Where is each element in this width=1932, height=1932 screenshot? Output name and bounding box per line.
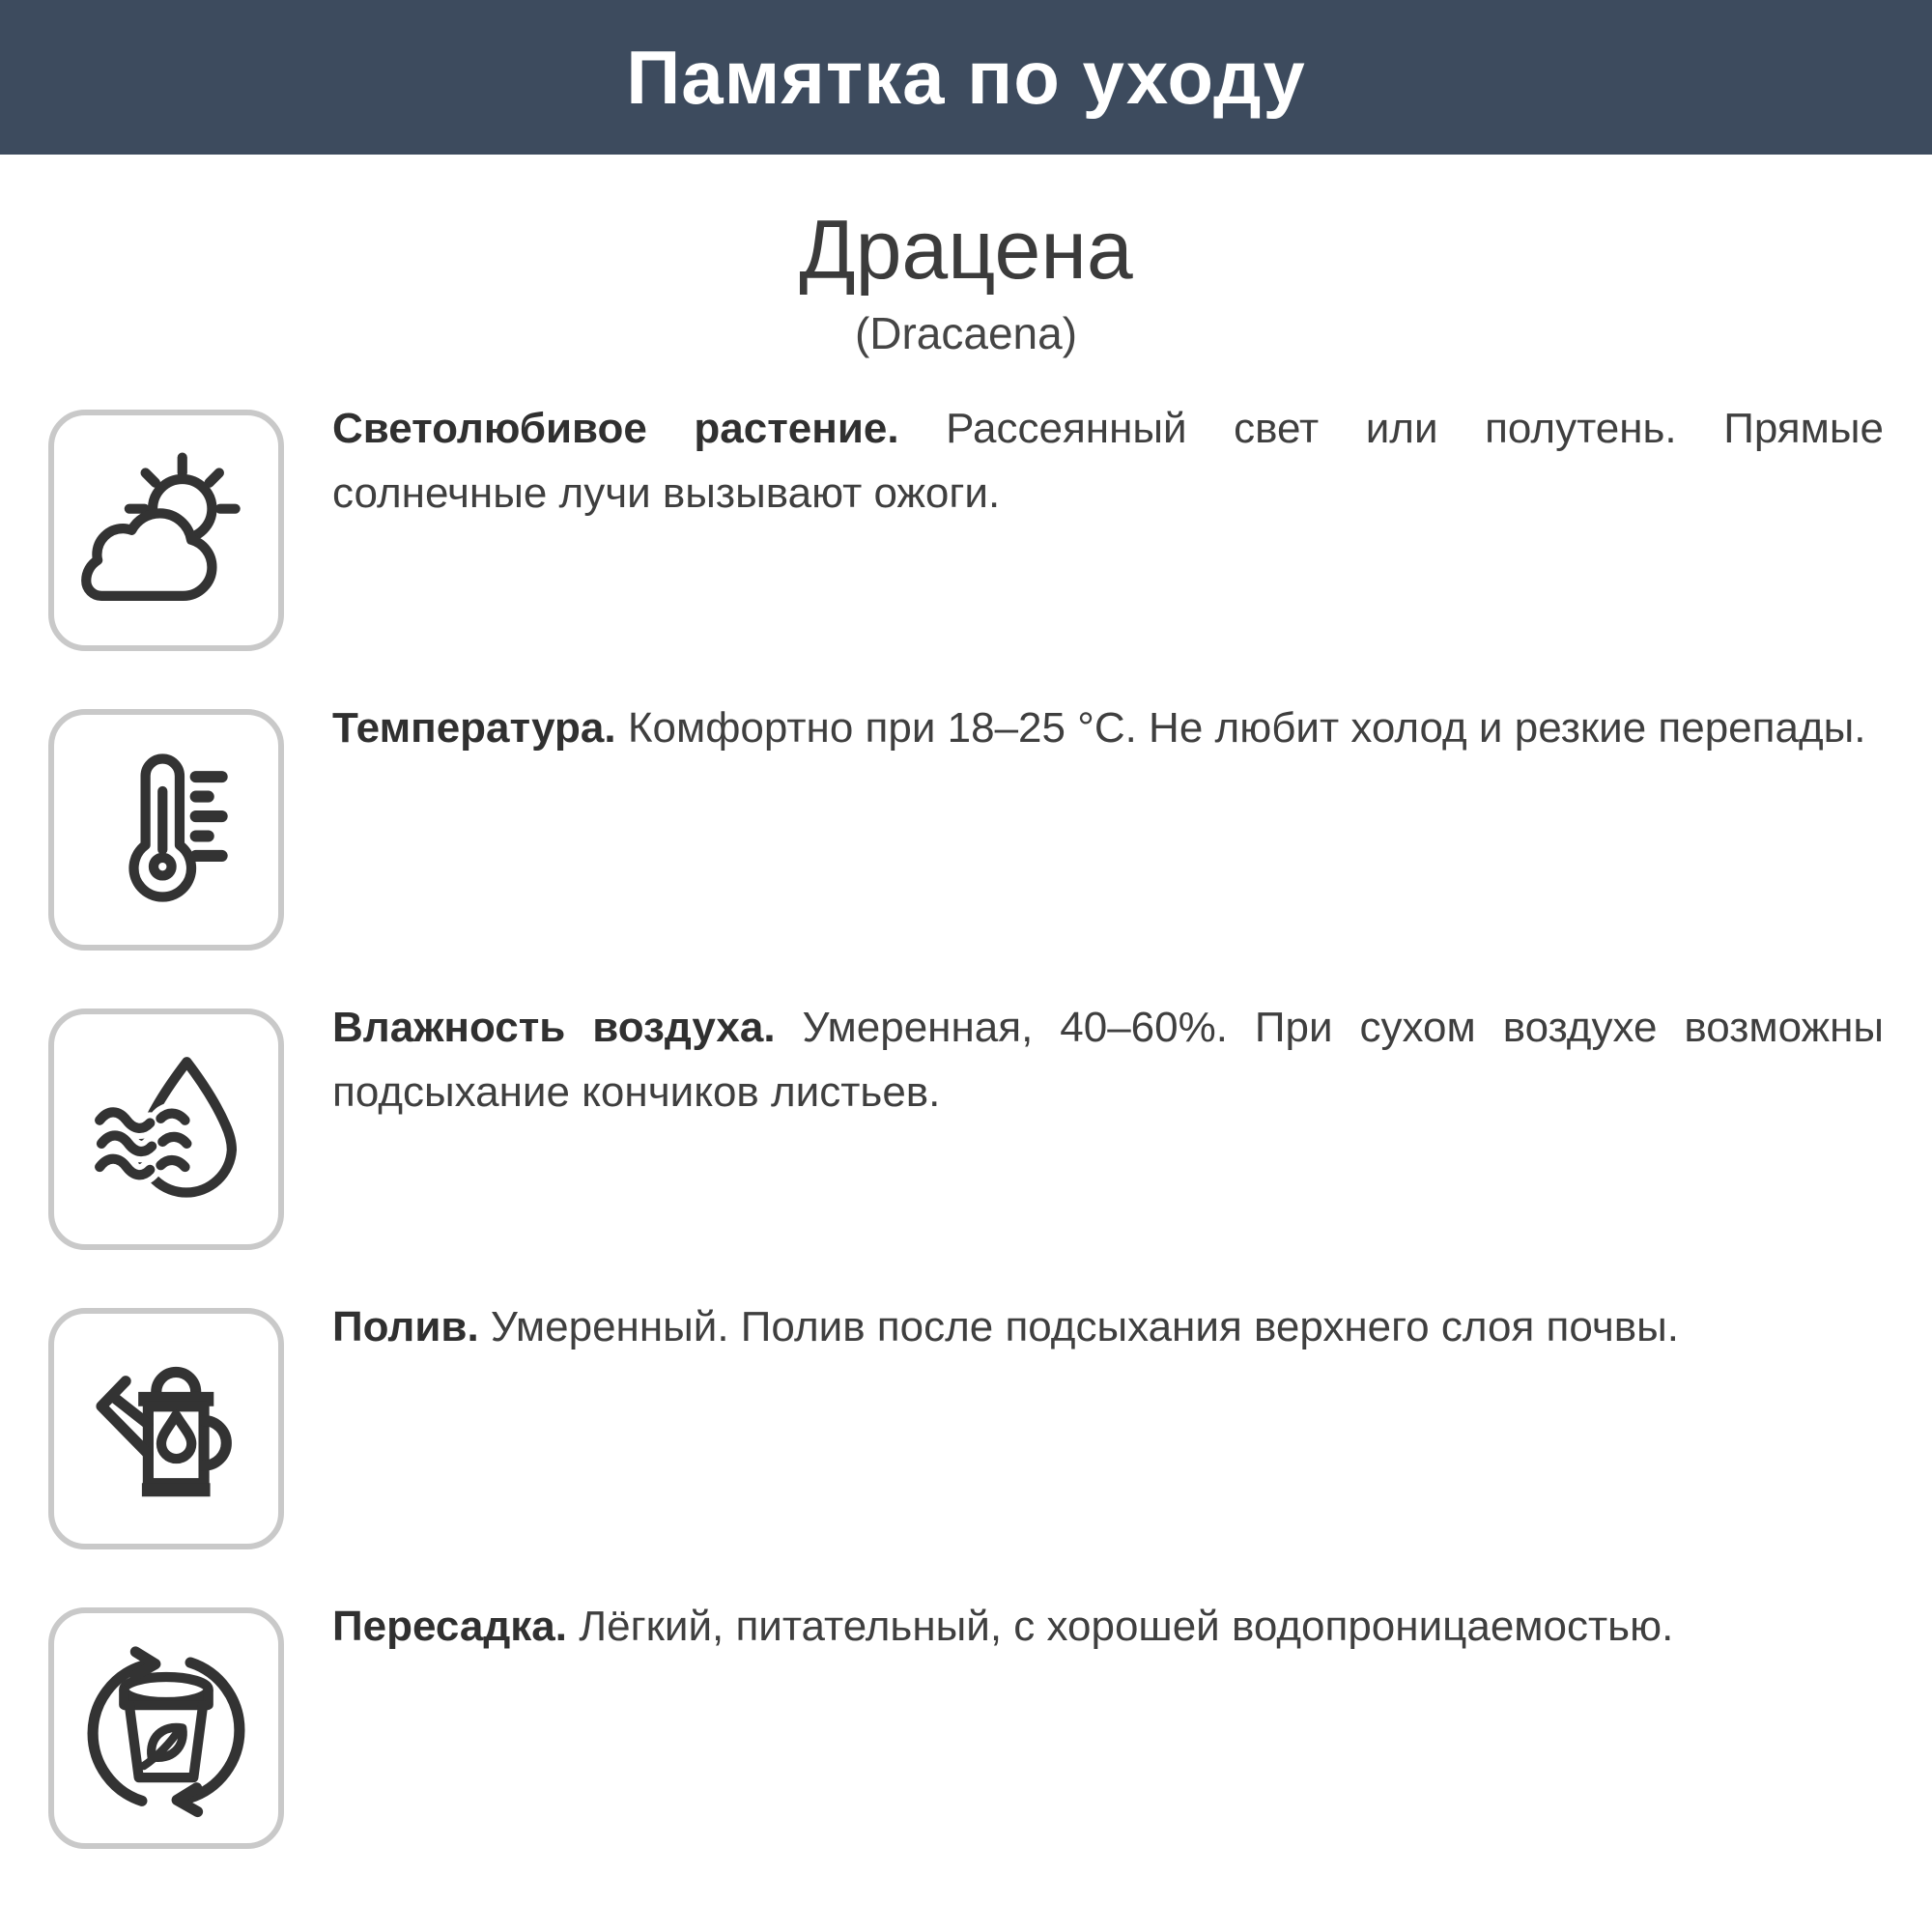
plant-latin-name: (Dracaena) [854, 307, 1078, 358]
section-text: Температура. Комфортно при 18–25 °C. Не … [332, 696, 1884, 760]
icon-box [48, 409, 284, 651]
section-body: Лёгкий, питательный, с хорошей водопрони… [579, 1602, 1674, 1650]
care-section: Светолюбивое растение. Рассеянный свет и… [48, 405, 1884, 651]
care-section: Влажность воздуха. Умеренная, 40–60%. Пр… [48, 1004, 1884, 1250]
section-body: Умеренная, 40–60%. При сухом воздухе воз… [332, 1003, 1885, 1116]
humidity-icon [89, 1056, 238, 1198]
icon-box [48, 1307, 284, 1549]
section-lead: Температура. [332, 703, 616, 752]
icon-box [48, 1606, 284, 1849]
care-section: Температура. Комфортно при 18–25 °C. Не … [48, 704, 1884, 951]
section-body: Рассеянный свет или полутень. Прямые сол… [332, 404, 1884, 517]
watering-can-icon [96, 1366, 232, 1496]
care-section: Пересадка. Лёгкий, питательный, с хороше… [48, 1603, 1884, 1849]
section-lead: Полив. [332, 1302, 479, 1350]
section-lead: Влажность воздуха. [332, 1003, 776, 1051]
sun-cloud-icon [81, 452, 241, 601]
icon-box [48, 1008, 284, 1250]
section-text: Пересадка. Лёгкий, питательный, с хороше… [332, 1594, 1884, 1659]
sections: Светолюбивое растение. Рассеянный свет и… [0, 405, 1932, 1849]
section-body: Комфортно при 18–25 °C. Не любит холод и… [627, 703, 1866, 752]
section-body: Умеренный. Полив после подсыхания верхне… [490, 1302, 1680, 1350]
section-text: Полив. Умеренный. Полив после подсыхания… [332, 1294, 1884, 1359]
section-text: Влажность воздуха. Умеренная, 40–60%. Пр… [332, 995, 1884, 1124]
care-section: Полив. Умеренный. Полив после подсыхания… [48, 1303, 1884, 1549]
section-text: Светолюбивое растение. Рассеянный свет и… [332, 396, 1884, 526]
plant-name: Драцена [799, 204, 1133, 297]
header-banner: Памятка по уходу [0, 0, 1932, 155]
icon-box [48, 708, 284, 951]
thermometer-icon [128, 753, 228, 902]
section-lead: Светолюбивое растение. [332, 404, 899, 452]
page-title: Памятка по уходу [626, 34, 1306, 120]
repot-icon [87, 1646, 245, 1817]
section-lead: Пересадка. [332, 1602, 567, 1650]
